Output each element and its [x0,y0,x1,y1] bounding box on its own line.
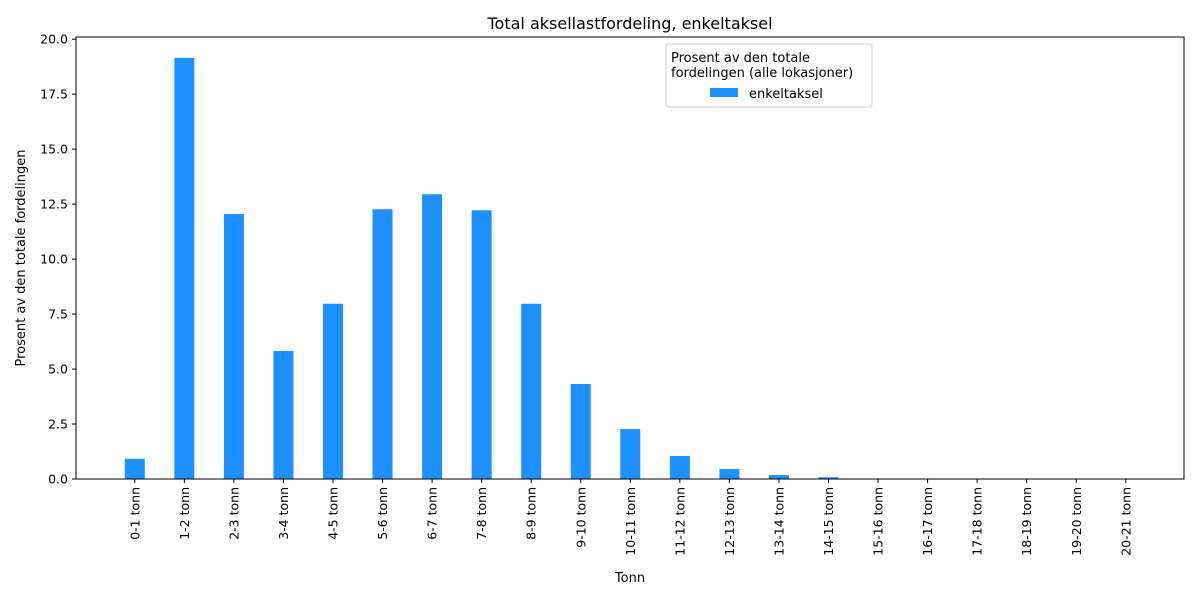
legend-title-line2: fordelingen (alle lokasjoner) [671,66,853,81]
bars-group [124,57,938,480]
x-tick-label: 13-14 tonn [771,487,786,556]
x-tick-label: 1-2 tonn [177,487,192,540]
y-tick-label: 12.5 [40,197,68,212]
x-tick-label: 4-5 tonn [326,487,341,540]
x-tick-label: 12-13 tonn [722,487,737,556]
legend-swatch-enkeltaksel [710,88,738,97]
x-tick-label: 11-12 tonn [672,487,687,556]
y-tick-label: 15.0 [40,142,68,157]
x-tick-label: 15-16 tonn [871,487,886,556]
x-tick-label: 3-4 tonn [276,487,291,540]
x-tick-label: 20-21 tonn [1118,487,1133,556]
x-tick-label: 2-3 tonn [226,487,241,540]
chart-title: Total aksellastfordeling, enkeltaksel [486,14,772,33]
bar-6-7-tonn [422,194,443,480]
x-tick-label: 8-9 tonn [524,487,539,540]
y-axis-ticks: 0.0 2.5 5.0 7.5 10.0 12.5 15.0 17.5 20.0 [40,32,76,487]
x-tick-label: 18-19 tonn [1019,487,1034,556]
x-axis-ticks: 0-1 tonn 1-2 tonn 2-3 tonn 3-4 tonn 4-5 tonn… [127,479,1133,556]
bar-9-10-tonn [570,384,591,479]
x-tick-label: 7-8 tonn [474,487,489,540]
bar-12-13-tonn [719,469,740,479]
y-tick-label: 0.0 [48,472,68,487]
x-tick-label: 0-1 tonn [127,487,142,540]
x-tick-label: 14-15 tonn [821,487,836,556]
bar-2-3-tonn [223,214,244,479]
bar-11-12-tonn [669,455,690,479]
bar-0-1-tonn [124,458,145,479]
bar-8-9-tonn [521,303,542,479]
bar-13-14-tonn [768,475,789,479]
legend-label-enkeltaksel: enkeltaksel [749,87,823,102]
y-axis-label: Prosent av den totale fordelingen [14,150,29,367]
x-tick-label: 19-20 tonn [1069,487,1084,556]
bar-3-4-tonn [273,351,294,479]
x-tick-label: 5-6 tonn [375,487,390,540]
x-tick-label: 10-11 tonn [623,487,638,556]
y-tick-label: 2.5 [48,417,68,432]
legend: Prosent av den totale fordelingen (alle … [665,43,873,108]
x-tick-label: 17-18 tonn [970,487,985,556]
x-tick-label: 9-10 tonn [573,487,588,548]
bar-10-11-tonn [620,429,641,479]
bar-5-6-tonn [372,209,393,479]
y-tick-label: 20.0 [40,32,68,47]
x-tick-label: 6-7 tonn [425,487,440,540]
y-tick-label: 5.0 [48,362,68,377]
legend-title-line1: Prosent av den totale [671,51,810,66]
x-tick-label: 16-17 tonn [920,487,935,556]
bar-7-8-tonn [471,210,492,479]
bar-14-15-tonn [818,477,839,479]
y-tick-label: 7.5 [48,307,68,322]
y-tick-label: 17.5 [40,87,68,102]
bar-1-2-tonn [174,57,195,479]
bar-4-5-tonn [323,303,343,479]
y-tick-label: 10.0 [40,252,68,267]
x-axis-label: Tonn [614,571,645,586]
